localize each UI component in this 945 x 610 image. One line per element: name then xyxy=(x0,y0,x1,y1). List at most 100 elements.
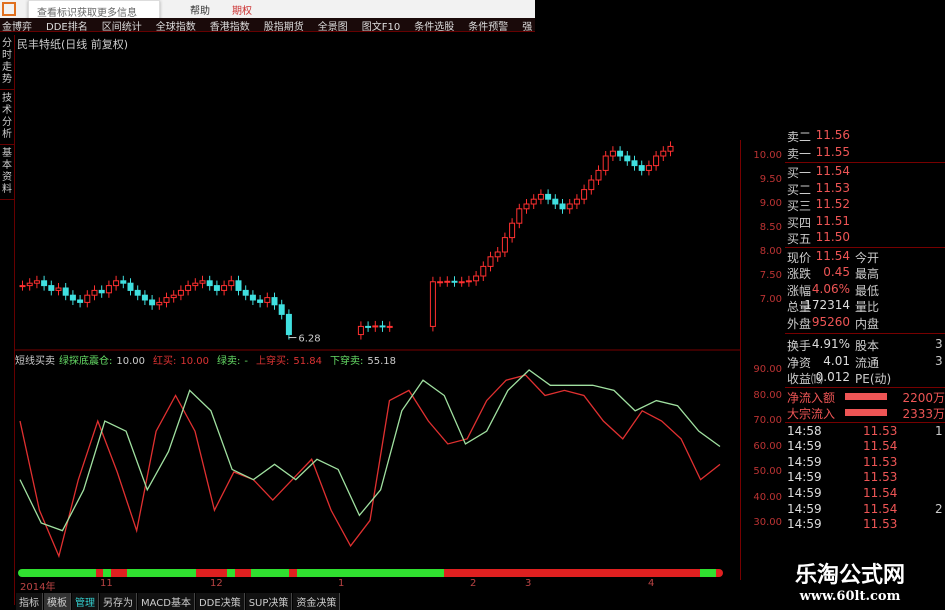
candle xyxy=(480,265,487,277)
tick-price: 11.54 xyxy=(863,501,898,516)
candle xyxy=(91,289,98,296)
menu-item[interactable]: 强 xyxy=(522,22,533,33)
menu-item[interactable]: 金博弈 xyxy=(2,22,32,33)
menu-item[interactable]: 股指期货 xyxy=(263,22,304,33)
menu-item[interactable]: 香港指数 xyxy=(209,22,250,33)
menu-item[interactable]: 全景图 xyxy=(317,22,348,33)
candle xyxy=(206,280,213,287)
row-value-2: 3 xyxy=(935,353,943,368)
tick-row: 14:58 11.53 1 xyxy=(785,424,945,440)
signal-buy xyxy=(397,569,406,577)
indicator-tick: 80.00 xyxy=(753,389,782,401)
indicator-tick: 90.00 xyxy=(753,364,782,375)
candle xyxy=(48,285,55,291)
candle xyxy=(501,237,508,253)
signal-buy xyxy=(405,569,414,577)
left-tab[interactable]: 基本资料 xyxy=(0,145,14,200)
candle xyxy=(516,208,523,224)
menu-item[interactable]: 条件选股 xyxy=(414,22,455,33)
menu-help[interactable]: 帮助 xyxy=(190,6,210,17)
bottom-tab[interactable]: 另存为 xyxy=(100,593,137,610)
signal-buy xyxy=(273,569,282,577)
price-tick: 8.50 xyxy=(759,222,782,233)
signal-sell xyxy=(529,569,538,577)
signal-buy xyxy=(359,569,367,577)
signal-sell xyxy=(235,569,243,577)
bottom-tab[interactable]: 管理 xyxy=(72,593,99,610)
tick-time: 14:59 xyxy=(787,439,822,454)
indicator-tick: 50.00 xyxy=(753,466,782,477)
candle xyxy=(581,189,588,200)
signal-buy xyxy=(227,569,235,577)
menu-item[interactable]: 全球指数 xyxy=(155,22,196,33)
signal-buy xyxy=(18,569,26,577)
quote-row: 外盘 95260 内盘 xyxy=(785,315,945,331)
signal-buy xyxy=(49,569,57,577)
signal-sell xyxy=(196,569,204,577)
chart-title: 民丰特纸(日线 前复权) xyxy=(17,38,129,51)
candle xyxy=(19,285,26,288)
row-value: 11.52 xyxy=(815,197,850,211)
signal-buy xyxy=(72,569,80,577)
candle xyxy=(26,282,33,287)
row-label: 买四 xyxy=(787,215,812,230)
menu-item[interactable]: 条件预警 xyxy=(468,22,509,33)
row-value: 0.012 xyxy=(815,370,850,384)
signal-sell xyxy=(95,569,104,577)
candle xyxy=(134,289,141,296)
signal-sell xyxy=(483,569,491,577)
bottom-tab[interactable]: MACD基本 xyxy=(138,593,195,610)
signal-buy xyxy=(126,569,135,577)
signal-buy xyxy=(41,569,49,577)
signal-sell xyxy=(638,569,646,577)
tooltip: 查看标识获取更多信息 xyxy=(28,0,160,20)
bottom-tab[interactable]: SUP决策 xyxy=(245,593,293,610)
kline-chart[interactable]: 6.28 xyxy=(15,30,740,580)
ind-d: 上穿买: 51.84 xyxy=(256,356,323,367)
signal-sell xyxy=(661,569,669,577)
quote-row: 涨幅 4.06% 最低 xyxy=(785,282,945,298)
candle xyxy=(667,145,674,152)
signal-sell xyxy=(622,569,631,577)
candle xyxy=(444,280,451,283)
bottom-tab[interactable]: 模板 xyxy=(44,593,71,610)
candle xyxy=(523,203,530,210)
menu-options[interactable]: 期权 xyxy=(232,6,252,17)
candle xyxy=(465,280,472,283)
row-label-2: 最低 xyxy=(855,283,880,298)
candle xyxy=(69,294,76,301)
candle xyxy=(127,282,134,291)
price-tick: 7.00 xyxy=(759,294,782,305)
tick-row: 14:59 11.54 2 xyxy=(785,502,945,518)
flow-value: 2200万 xyxy=(902,390,945,405)
bottom-tab[interactable]: 指标 xyxy=(16,593,43,610)
row-value: 11.51 xyxy=(815,213,850,228)
quote-row: 现价 11.54 今开 xyxy=(785,249,945,265)
signal-buy xyxy=(266,569,274,577)
candle xyxy=(264,297,271,303)
candle xyxy=(41,280,48,287)
date-tick: 1 xyxy=(338,578,345,589)
candle xyxy=(545,193,552,200)
bottom-tab[interactable]: DDE决策 xyxy=(195,593,245,610)
candle xyxy=(473,275,480,282)
tick-time: 14:59 xyxy=(787,485,822,500)
date-tick: 3 xyxy=(525,578,532,589)
flow-row: 净流入额 2200万 xyxy=(785,389,945,405)
menu-item[interactable]: 区间统计 xyxy=(101,22,142,33)
menu-item[interactable]: DDE排名 xyxy=(46,22,88,33)
row-value: 172314 xyxy=(804,298,850,312)
left-tab[interactable]: 技术分析 xyxy=(0,90,14,145)
signal-sell xyxy=(653,569,662,577)
menu-item[interactable]: 图文F10 xyxy=(361,22,401,33)
signal-sell xyxy=(614,569,623,577)
left-tab[interactable]: 分时走势 xyxy=(0,35,14,90)
candle xyxy=(192,282,199,287)
signal-sell xyxy=(576,569,584,577)
bottom-tab[interactable]: 资金决策 xyxy=(293,593,341,610)
signal-buy xyxy=(33,569,42,577)
row-label: 净资 xyxy=(787,355,812,370)
candle xyxy=(365,325,372,328)
indicator-legend: 短线买卖 绿探底震仓: 10.00 红买: 10.00 绿卖: - 上穿买: 51.84 下穿卖:… xyxy=(15,352,404,367)
ind-a: 绿探底震仓: 10.00 xyxy=(59,356,146,367)
